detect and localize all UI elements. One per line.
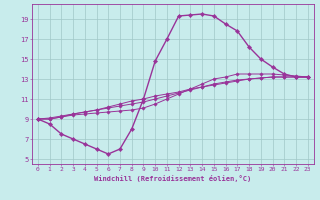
X-axis label: Windchill (Refroidissement éolien,°C): Windchill (Refroidissement éolien,°C)	[94, 175, 252, 182]
